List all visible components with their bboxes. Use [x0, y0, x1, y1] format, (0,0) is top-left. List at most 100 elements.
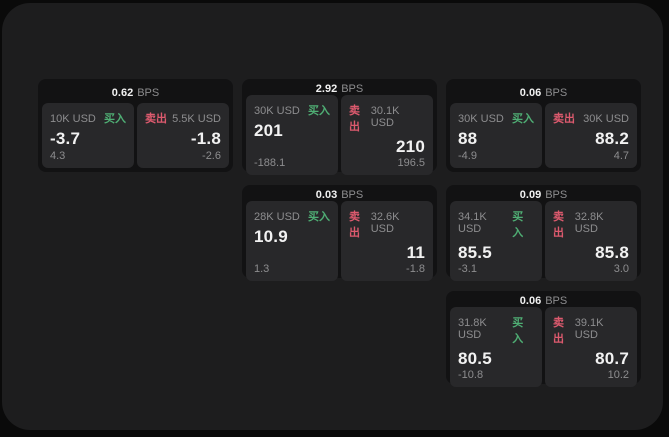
quote-card: 0.06 BPS 31.8K USD 买入 80.5 -10.8 卖出 39.1…	[446, 291, 641, 387]
buy-panel-labels: 34.1K USD 买入	[458, 208, 534, 240]
buy-price: 10.9	[254, 227, 288, 246]
sell-panel-labels: 卖出 32.8K USD	[553, 208, 629, 240]
bps-value: 0.03	[315, 189, 338, 201]
card-header: 0.62 BPS	[42, 83, 229, 103]
sell-side-label: 卖出	[349, 105, 360, 133]
sell-price: 80.7	[595, 349, 629, 368]
sell-size-label: 30.1K USD	[370, 105, 400, 129]
quote-card: 0.06 BPS 30K USD 买入 88 -4.9 卖出 30K USD 8…	[446, 79, 641, 172]
sell-panel[interactable]: 卖出 39.1K USD 80.7 10.2	[545, 307, 637, 387]
sell-delta: 4.7	[613, 150, 629, 162]
sell-size-label: 39.1K USD	[574, 317, 604, 341]
app-window: 0.62 BPS 10K USD 买入 -3.7 4.3 卖出 5.5K USD…	[2, 3, 663, 430]
buy-price: 88	[458, 129, 478, 148]
sell-delta: 3.0	[613, 263, 629, 275]
sell-delta: 196.5	[397, 157, 425, 169]
buy-price: 80.5	[458, 349, 492, 368]
quote-card: 2.92 BPS 30K USD 买入 201 -188.1 卖出 30.1K …	[242, 79, 437, 175]
bps-value: 0.62	[111, 87, 134, 99]
card-header: 2.92 BPS	[246, 83, 433, 95]
buy-panel[interactable]: 10K USD 买入 -3.7 4.3	[42, 103, 134, 168]
cards-grid: 0.62 BPS 10K USD 买入 -3.7 4.3 卖出 5.5K USD…	[38, 79, 641, 387]
bps-suffix-label: BPS	[545, 189, 568, 201]
panel-row: 31.8K USD 买入 80.5 -10.8 卖出 39.1K USD 80.…	[450, 307, 637, 387]
card-header: 0.03 BPS	[246, 189, 433, 201]
buy-delta: 1.3	[254, 263, 270, 275]
sell-panel-labels: 卖出 32.6K USD	[349, 208, 425, 240]
sell-delta: -2.6	[202, 150, 221, 162]
buy-size-label: 10K USD	[50, 113, 96, 125]
panel-row: 10K USD 买入 -3.7 4.3 卖出 5.5K USD -1.8 -2.…	[42, 103, 229, 168]
sell-panel[interactable]: 卖出 5.5K USD -1.8 -2.6	[137, 103, 229, 168]
buy-size-label: 34.1K USD	[458, 211, 487, 235]
sell-panel-labels: 卖出 5.5K USD	[145, 110, 221, 126]
buy-size-label: 31.8K USD	[458, 317, 487, 341]
buy-delta: -4.9	[458, 150, 477, 162]
buy-side-label: 买入	[308, 105, 330, 117]
panel-row: 28K USD 买入 10.9 1.3 卖出 32.6K USD 11 -1.8	[246, 201, 433, 281]
bps-suffix-label: BPS	[545, 295, 568, 307]
sell-panel[interactable]: 卖出 30K USD 88.2 4.7	[545, 103, 637, 168]
buy-panel-labels: 31.8K USD 买入	[458, 314, 534, 346]
sell-price: 88.2	[595, 129, 629, 148]
bps-value: 2.92	[315, 83, 338, 95]
buy-size-label: 30K USD	[254, 105, 300, 117]
buy-delta: -3.1	[458, 263, 477, 275]
quote-card: 0.62 BPS 10K USD 买入 -3.7 4.3 卖出 5.5K USD…	[38, 79, 233, 172]
buy-delta: -188.1	[254, 157, 286, 169]
sell-delta: -1.8	[406, 263, 425, 275]
buy-panel[interactable]: 31.8K USD 买入 80.5 -10.8	[450, 307, 542, 387]
panel-row: 30K USD 买入 88 -4.9 卖出 30K USD 88.2 4.7	[450, 103, 637, 168]
buy-side-label: 买入	[104, 113, 126, 125]
quote-card: 0.09 BPS 34.1K USD 买入 85.5 -3.1 卖出 32.8K…	[446, 185, 641, 281]
buy-delta: -10.8	[458, 369, 484, 381]
sell-panel-labels: 卖出 30.1K USD	[349, 102, 425, 134]
bps-suffix-label: BPS	[341, 189, 364, 201]
panel-row: 30K USD 买入 201 -188.1 卖出 30.1K USD 210 1…	[246, 95, 433, 175]
sell-panel-labels: 卖出 30K USD	[553, 110, 629, 126]
buy-side-label: 买入	[512, 211, 524, 239]
bps-suffix-label: BPS	[545, 87, 568, 99]
panel-row: 34.1K USD 买入 85.5 -3.1 卖出 32.8K USD 85.8…	[450, 201, 637, 281]
sell-panel[interactable]: 卖出 32.6K USD 11 -1.8	[341, 201, 433, 281]
buy-panel-labels: 10K USD 买入	[50, 110, 126, 126]
sell-price: 85.8	[595, 243, 629, 262]
bps-suffix-label: BPS	[137, 87, 160, 99]
quote-card: 0.03 BPS 28K USD 买入 10.9 1.3 卖出 32.6K US…	[242, 185, 437, 281]
sell-size-label: 32.6K USD	[370, 211, 400, 235]
bps-suffix-label: BPS	[341, 83, 364, 95]
sell-price: 210	[396, 137, 425, 156]
sell-side-label: 卖出	[349, 211, 360, 239]
buy-panel[interactable]: 30K USD 买入 88 -4.9	[450, 103, 542, 168]
bps-value: 0.06	[519, 295, 542, 307]
buy-price: -3.7	[50, 129, 81, 148]
buy-size-label: 30K USD	[458, 113, 504, 125]
buy-panel[interactable]: 34.1K USD 买入 85.5 -3.1	[450, 201, 542, 281]
sell-panel-labels: 卖出 39.1K USD	[553, 314, 629, 346]
sell-side-label: 卖出	[145, 113, 167, 125]
buy-price: 201	[254, 121, 283, 140]
sell-size-label: 32.8K USD	[574, 211, 604, 235]
buy-panel[interactable]: 28K USD 买入 10.9 1.3	[246, 201, 338, 281]
sell-size-label: 30K USD	[583, 113, 629, 125]
sell-price: -1.8	[190, 129, 221, 148]
sell-size-label: 5.5K USD	[172, 113, 221, 125]
buy-panel[interactable]: 30K USD 买入 201 -188.1	[246, 95, 338, 175]
sell-side-label: 卖出	[553, 211, 564, 239]
sell-side-label: 卖出	[553, 113, 575, 125]
sell-price: 11	[406, 243, 425, 262]
sell-panel[interactable]: 卖出 30.1K USD 210 196.5	[341, 95, 433, 175]
buy-delta: 4.3	[50, 150, 66, 162]
buy-size-label: 28K USD	[254, 211, 300, 223]
sell-panel[interactable]: 卖出 32.8K USD 85.8 3.0	[545, 201, 637, 281]
sell-delta: 10.2	[607, 369, 629, 381]
buy-side-label: 买入	[512, 113, 534, 125]
card-header: 0.09 BPS	[450, 189, 637, 201]
card-header: 0.06 BPS	[450, 83, 637, 103]
bps-value: 0.06	[519, 87, 542, 99]
buy-panel-labels: 30K USD 买入	[458, 110, 534, 126]
card-header: 0.06 BPS	[450, 295, 637, 307]
buy-price: 85.5	[458, 243, 492, 262]
sell-side-label: 卖出	[553, 317, 564, 345]
buy-panel-labels: 28K USD 买入	[254, 208, 330, 224]
